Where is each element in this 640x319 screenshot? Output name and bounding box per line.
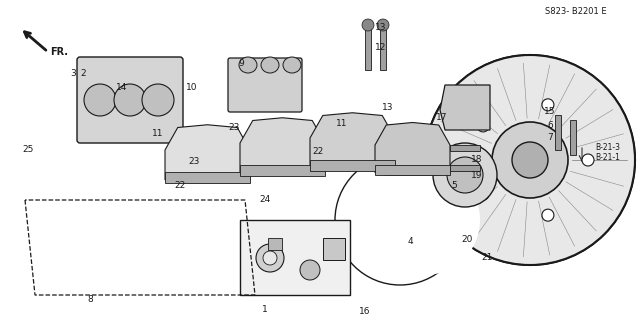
Text: B-21-3: B-21-3 (595, 144, 620, 152)
Bar (323, 238, 345, 260)
Polygon shape (165, 125, 250, 182)
Text: 15: 15 (544, 107, 556, 115)
Circle shape (370, 165, 480, 275)
Circle shape (425, 55, 635, 265)
Text: 9: 9 (238, 58, 244, 68)
Text: 5: 5 (451, 182, 457, 190)
Text: 17: 17 (436, 114, 448, 122)
Text: 14: 14 (116, 84, 128, 93)
Bar (555, 115, 561, 150)
Text: 13: 13 (382, 103, 394, 113)
Polygon shape (375, 122, 450, 175)
Text: 10: 10 (186, 84, 198, 93)
Text: 22: 22 (312, 147, 324, 157)
Text: 11: 11 (336, 120, 348, 129)
Circle shape (433, 143, 497, 207)
Circle shape (582, 154, 594, 166)
Text: 23: 23 (188, 158, 200, 167)
Text: 20: 20 (461, 235, 473, 244)
Bar (380, 25, 386, 70)
Text: 24: 24 (259, 196, 271, 204)
Circle shape (542, 209, 554, 221)
Text: 19: 19 (471, 172, 483, 181)
Text: 2: 2 (80, 69, 86, 78)
Text: 18: 18 (471, 155, 483, 165)
Text: 1: 1 (262, 306, 268, 315)
Ellipse shape (263, 251, 277, 265)
Text: 25: 25 (22, 145, 34, 154)
Polygon shape (310, 113, 395, 170)
Ellipse shape (256, 244, 284, 272)
Circle shape (84, 84, 116, 116)
Text: 23: 23 (228, 123, 240, 132)
Circle shape (477, 188, 489, 200)
Bar (240, 220, 350, 295)
Text: 3: 3 (70, 69, 76, 78)
Polygon shape (240, 165, 325, 175)
Ellipse shape (283, 57, 301, 73)
Circle shape (142, 84, 174, 116)
FancyBboxPatch shape (228, 58, 302, 112)
Polygon shape (240, 118, 325, 175)
Circle shape (362, 19, 374, 31)
Polygon shape (375, 165, 450, 175)
Text: 6: 6 (547, 121, 553, 130)
Bar (365, 25, 371, 70)
Circle shape (512, 142, 548, 178)
Circle shape (300, 260, 320, 280)
Text: 13: 13 (375, 24, 387, 33)
Circle shape (477, 120, 489, 132)
Text: 11: 11 (152, 130, 164, 138)
Ellipse shape (239, 57, 257, 73)
Circle shape (114, 84, 146, 116)
Bar (450, 165, 480, 171)
Bar (268, 238, 282, 250)
Bar (450, 145, 480, 151)
Circle shape (447, 157, 483, 193)
Polygon shape (310, 160, 395, 170)
Text: 7: 7 (547, 133, 553, 143)
Text: 21: 21 (481, 254, 493, 263)
Text: 4: 4 (407, 238, 413, 247)
Polygon shape (440, 85, 490, 130)
Bar (570, 120, 576, 155)
Circle shape (542, 99, 554, 111)
Text: S823- B2201 E: S823- B2201 E (545, 8, 607, 17)
Polygon shape (165, 172, 250, 182)
Text: B-21-1: B-21-1 (595, 153, 620, 162)
Ellipse shape (261, 57, 279, 73)
Text: 12: 12 (375, 42, 387, 51)
Text: FR.: FR. (50, 47, 68, 57)
Text: 22: 22 (174, 181, 186, 189)
Circle shape (377, 19, 389, 31)
Circle shape (492, 122, 568, 198)
Text: 8: 8 (87, 295, 93, 305)
Text: 16: 16 (359, 308, 371, 316)
FancyBboxPatch shape (77, 57, 183, 143)
